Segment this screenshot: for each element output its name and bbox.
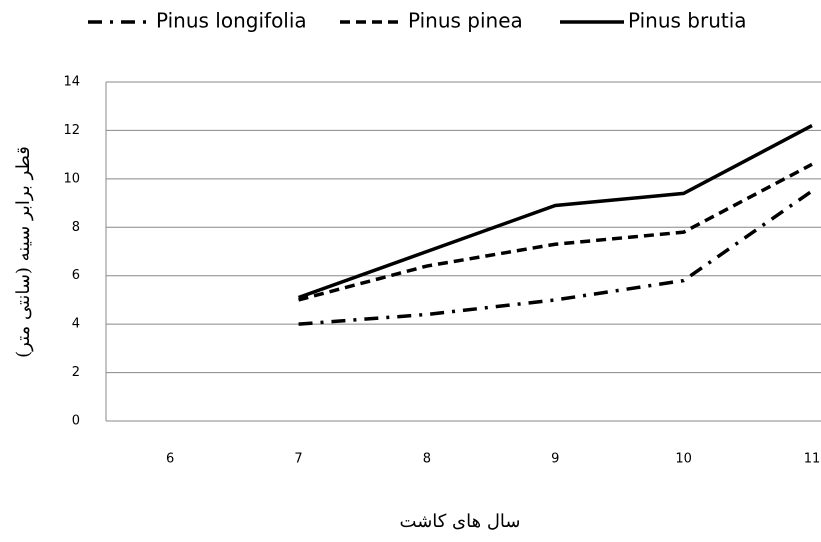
- series-line: [298, 189, 814, 326]
- legend-label: Pinus longifolia: [156, 9, 307, 33]
- x-axis-label: سال های کاشت: [400, 511, 521, 532]
- x-tick-label: 9: [551, 452, 559, 467]
- series-line: [298, 162, 813, 302]
- y-tick-label: 4: [72, 317, 80, 332]
- x-tick-label: 7: [294, 452, 302, 467]
- y-axis-label: قطر برابر سینه (سانتی متر): [13, 146, 34, 358]
- legend-label: Pinus pinea: [408, 9, 523, 33]
- y-tick-label: 6: [72, 268, 80, 283]
- series-line: [297, 124, 813, 300]
- legend-label: Pinus brutia: [628, 9, 747, 33]
- x-tick-label: 6: [166, 452, 174, 467]
- y-tick-label: 10: [63, 171, 80, 186]
- y-tick-label: 14: [63, 75, 80, 90]
- x-tick-label: 11: [804, 452, 821, 467]
- y-tick-label: 0: [72, 414, 80, 429]
- x-tick-label: 10: [675, 452, 692, 467]
- y-tick-label: 8: [72, 220, 80, 235]
- x-tick-label: 8: [423, 452, 431, 467]
- y-tick-label: 2: [72, 365, 80, 380]
- y-tick-label: 12: [63, 123, 80, 138]
